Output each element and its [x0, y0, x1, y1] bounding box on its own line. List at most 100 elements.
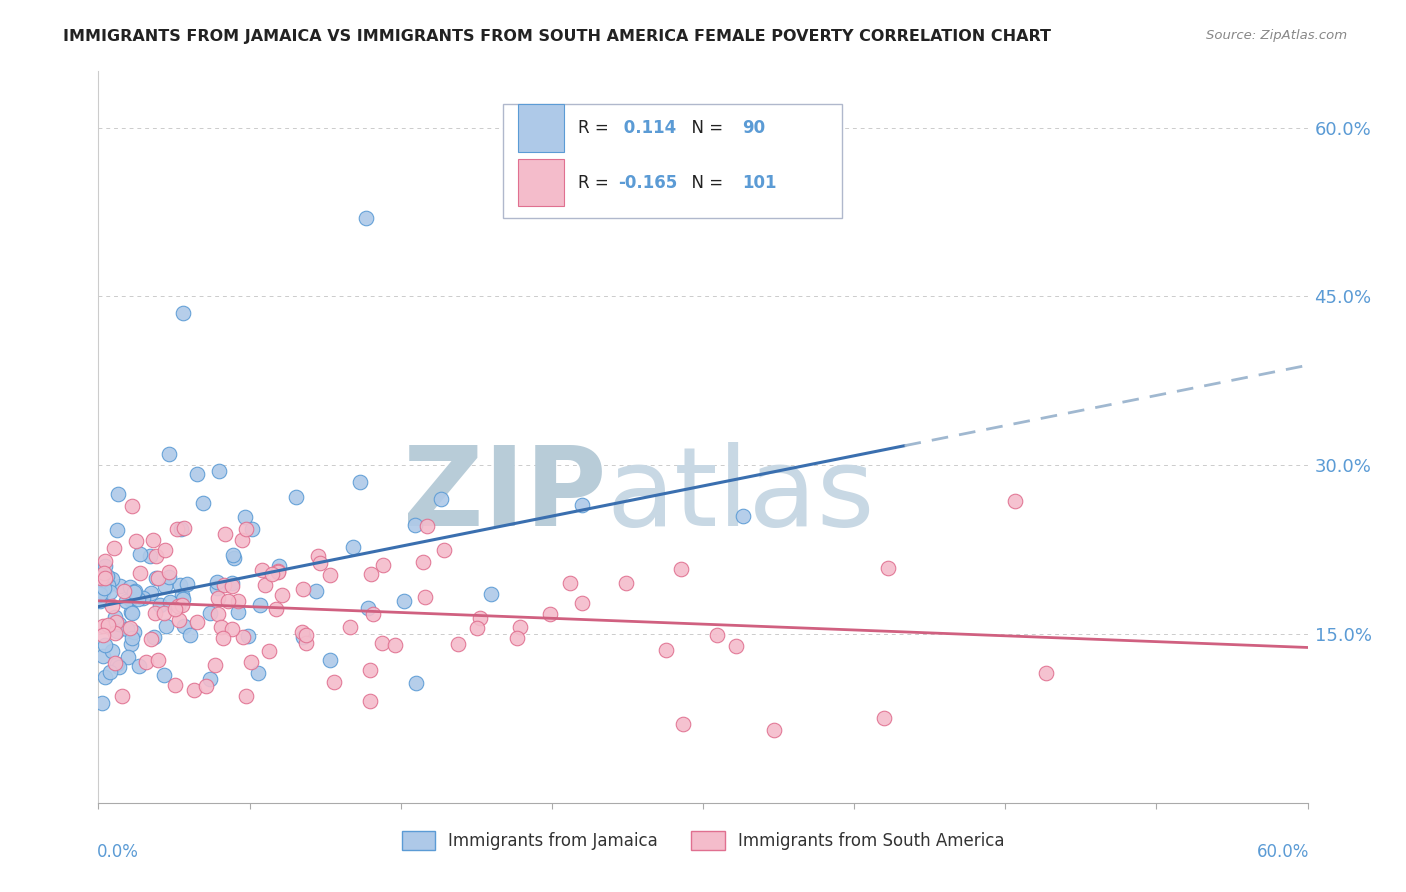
Point: [121, 606, 143, 620]
Text: Source: ZipAtlas.com: Source: ZipAtlas.com: [1206, 29, 1347, 42]
Point: [167, 613, 190, 627]
Point: [318, 568, 340, 582]
Point: [360, 566, 382, 581]
Point: [294, 627, 316, 641]
Point: [706, 628, 728, 642]
Point: [264, 602, 287, 616]
Point: [91, 648, 114, 663]
Point: [89, 587, 111, 601]
Point: [93, 566, 115, 580]
Point: [433, 543, 456, 558]
Point: [217, 594, 239, 608]
Point: [506, 631, 529, 645]
Text: -0.165: -0.165: [619, 174, 678, 192]
Point: [98, 665, 121, 679]
Point: [733, 508, 755, 523]
Point: [250, 563, 273, 577]
Point: [90, 696, 112, 710]
Point: [128, 658, 150, 673]
Point: [155, 619, 177, 633]
Point: [163, 678, 186, 692]
Point: [267, 565, 290, 579]
Point: [142, 631, 165, 645]
Point: [1035, 666, 1057, 681]
Point: [235, 509, 257, 524]
Point: [93, 553, 115, 567]
Point: [163, 601, 186, 615]
Point: [159, 595, 181, 609]
Point: [318, 653, 340, 667]
Point: [112, 584, 135, 599]
FancyBboxPatch shape: [503, 104, 842, 218]
Point: [105, 657, 128, 671]
Text: 90: 90: [742, 120, 765, 137]
Point: [392, 594, 415, 608]
Point: [254, 578, 277, 592]
Point: [873, 711, 896, 725]
Point: [157, 570, 180, 584]
Text: ZIP: ZIP: [404, 442, 606, 549]
Point: [371, 558, 394, 572]
Point: [122, 624, 145, 639]
Point: [121, 631, 143, 645]
Point: [101, 644, 124, 658]
Point: [198, 606, 221, 620]
Point: [359, 694, 381, 708]
Text: 60.0%: 60.0%: [1257, 843, 1309, 861]
Point: [235, 689, 257, 703]
Point: [166, 599, 188, 613]
Point: [371, 636, 394, 650]
Point: [249, 599, 271, 613]
Point: [295, 635, 318, 649]
Point: [141, 533, 163, 548]
Point: [172, 306, 194, 320]
Point: [104, 615, 127, 629]
Point: [222, 551, 245, 566]
Point: [212, 578, 235, 592]
Point: [166, 523, 188, 537]
Point: [271, 588, 294, 602]
Point: [170, 599, 193, 613]
Point: [120, 637, 142, 651]
Point: [91, 628, 114, 642]
Point: [231, 533, 253, 547]
Point: [157, 565, 180, 579]
Point: [468, 611, 491, 625]
Point: [104, 609, 127, 624]
Point: [877, 561, 900, 575]
Point: [173, 619, 195, 633]
Point: [413, 590, 436, 604]
Point: [115, 622, 138, 636]
Point: [207, 607, 229, 621]
Point: [267, 564, 290, 578]
Text: R =: R =: [578, 174, 614, 192]
FancyBboxPatch shape: [517, 104, 564, 152]
Point: [103, 541, 125, 556]
Point: [127, 592, 149, 607]
Point: [179, 628, 201, 642]
Point: [101, 572, 124, 586]
Point: [465, 621, 488, 635]
Point: [214, 527, 236, 541]
Point: [145, 571, 167, 585]
Point: [361, 607, 384, 621]
Point: [614, 576, 637, 591]
Point: [339, 620, 361, 634]
Point: [104, 656, 127, 670]
Point: [94, 570, 117, 584]
Text: 0.114: 0.114: [619, 120, 676, 137]
Point: [205, 575, 228, 590]
Point: [509, 620, 531, 634]
Point: [262, 566, 284, 581]
Point: [152, 606, 174, 620]
Text: atlas: atlas: [606, 442, 875, 549]
Point: [291, 582, 314, 596]
Point: [114, 594, 136, 608]
Point: [205, 581, 228, 595]
Point: [170, 589, 193, 603]
Point: [416, 518, 439, 533]
Text: 0.0%: 0.0%: [97, 843, 139, 861]
Point: [342, 541, 364, 555]
Point: [104, 625, 127, 640]
Point: [447, 637, 470, 651]
